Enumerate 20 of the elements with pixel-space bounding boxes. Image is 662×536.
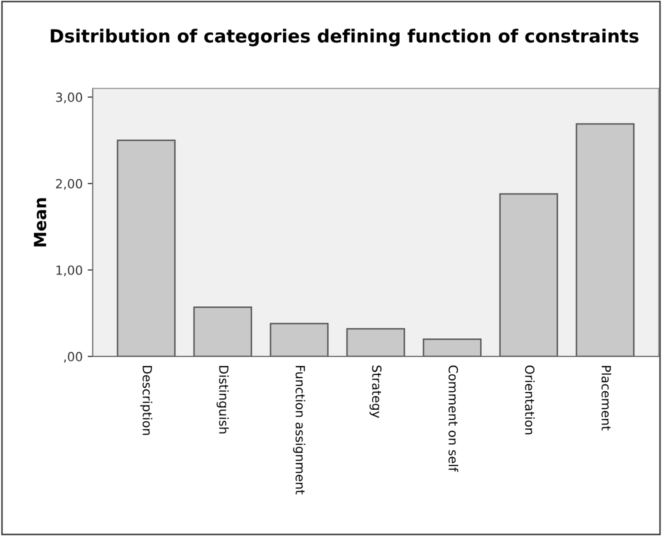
bar — [576, 123, 635, 356]
bar — [193, 306, 252, 356]
x-tick-label: Distinguish — [216, 366, 229, 434]
x-tick-label: Placement — [602, 366, 612, 430]
y-tick-label: 2,00 — [56, 179, 82, 190]
y-axis-title: Mean — [34, 198, 46, 246]
x-tick-label: Comment on self — [448, 365, 458, 472]
x-tick-label: Function assignment — [293, 366, 306, 494]
y-tick-label: ,00 — [64, 352, 82, 363]
x-tick-label: Strategy — [370, 366, 382, 418]
bar — [422, 338, 482, 356]
bar — [346, 328, 406, 356]
bar — [116, 140, 176, 356]
x-tick-label: Description — [140, 366, 152, 435]
y-tick-label: 1,00 — [56, 265, 82, 276]
bar — [270, 322, 329, 356]
chart-title: Dsitribution of categories defining function of constraints — [50, 28, 638, 46]
y-tick-label: 3,00 — [56, 92, 82, 104]
x-tick-label: Orientation — [525, 365, 535, 434]
bar — [499, 193, 558, 356]
